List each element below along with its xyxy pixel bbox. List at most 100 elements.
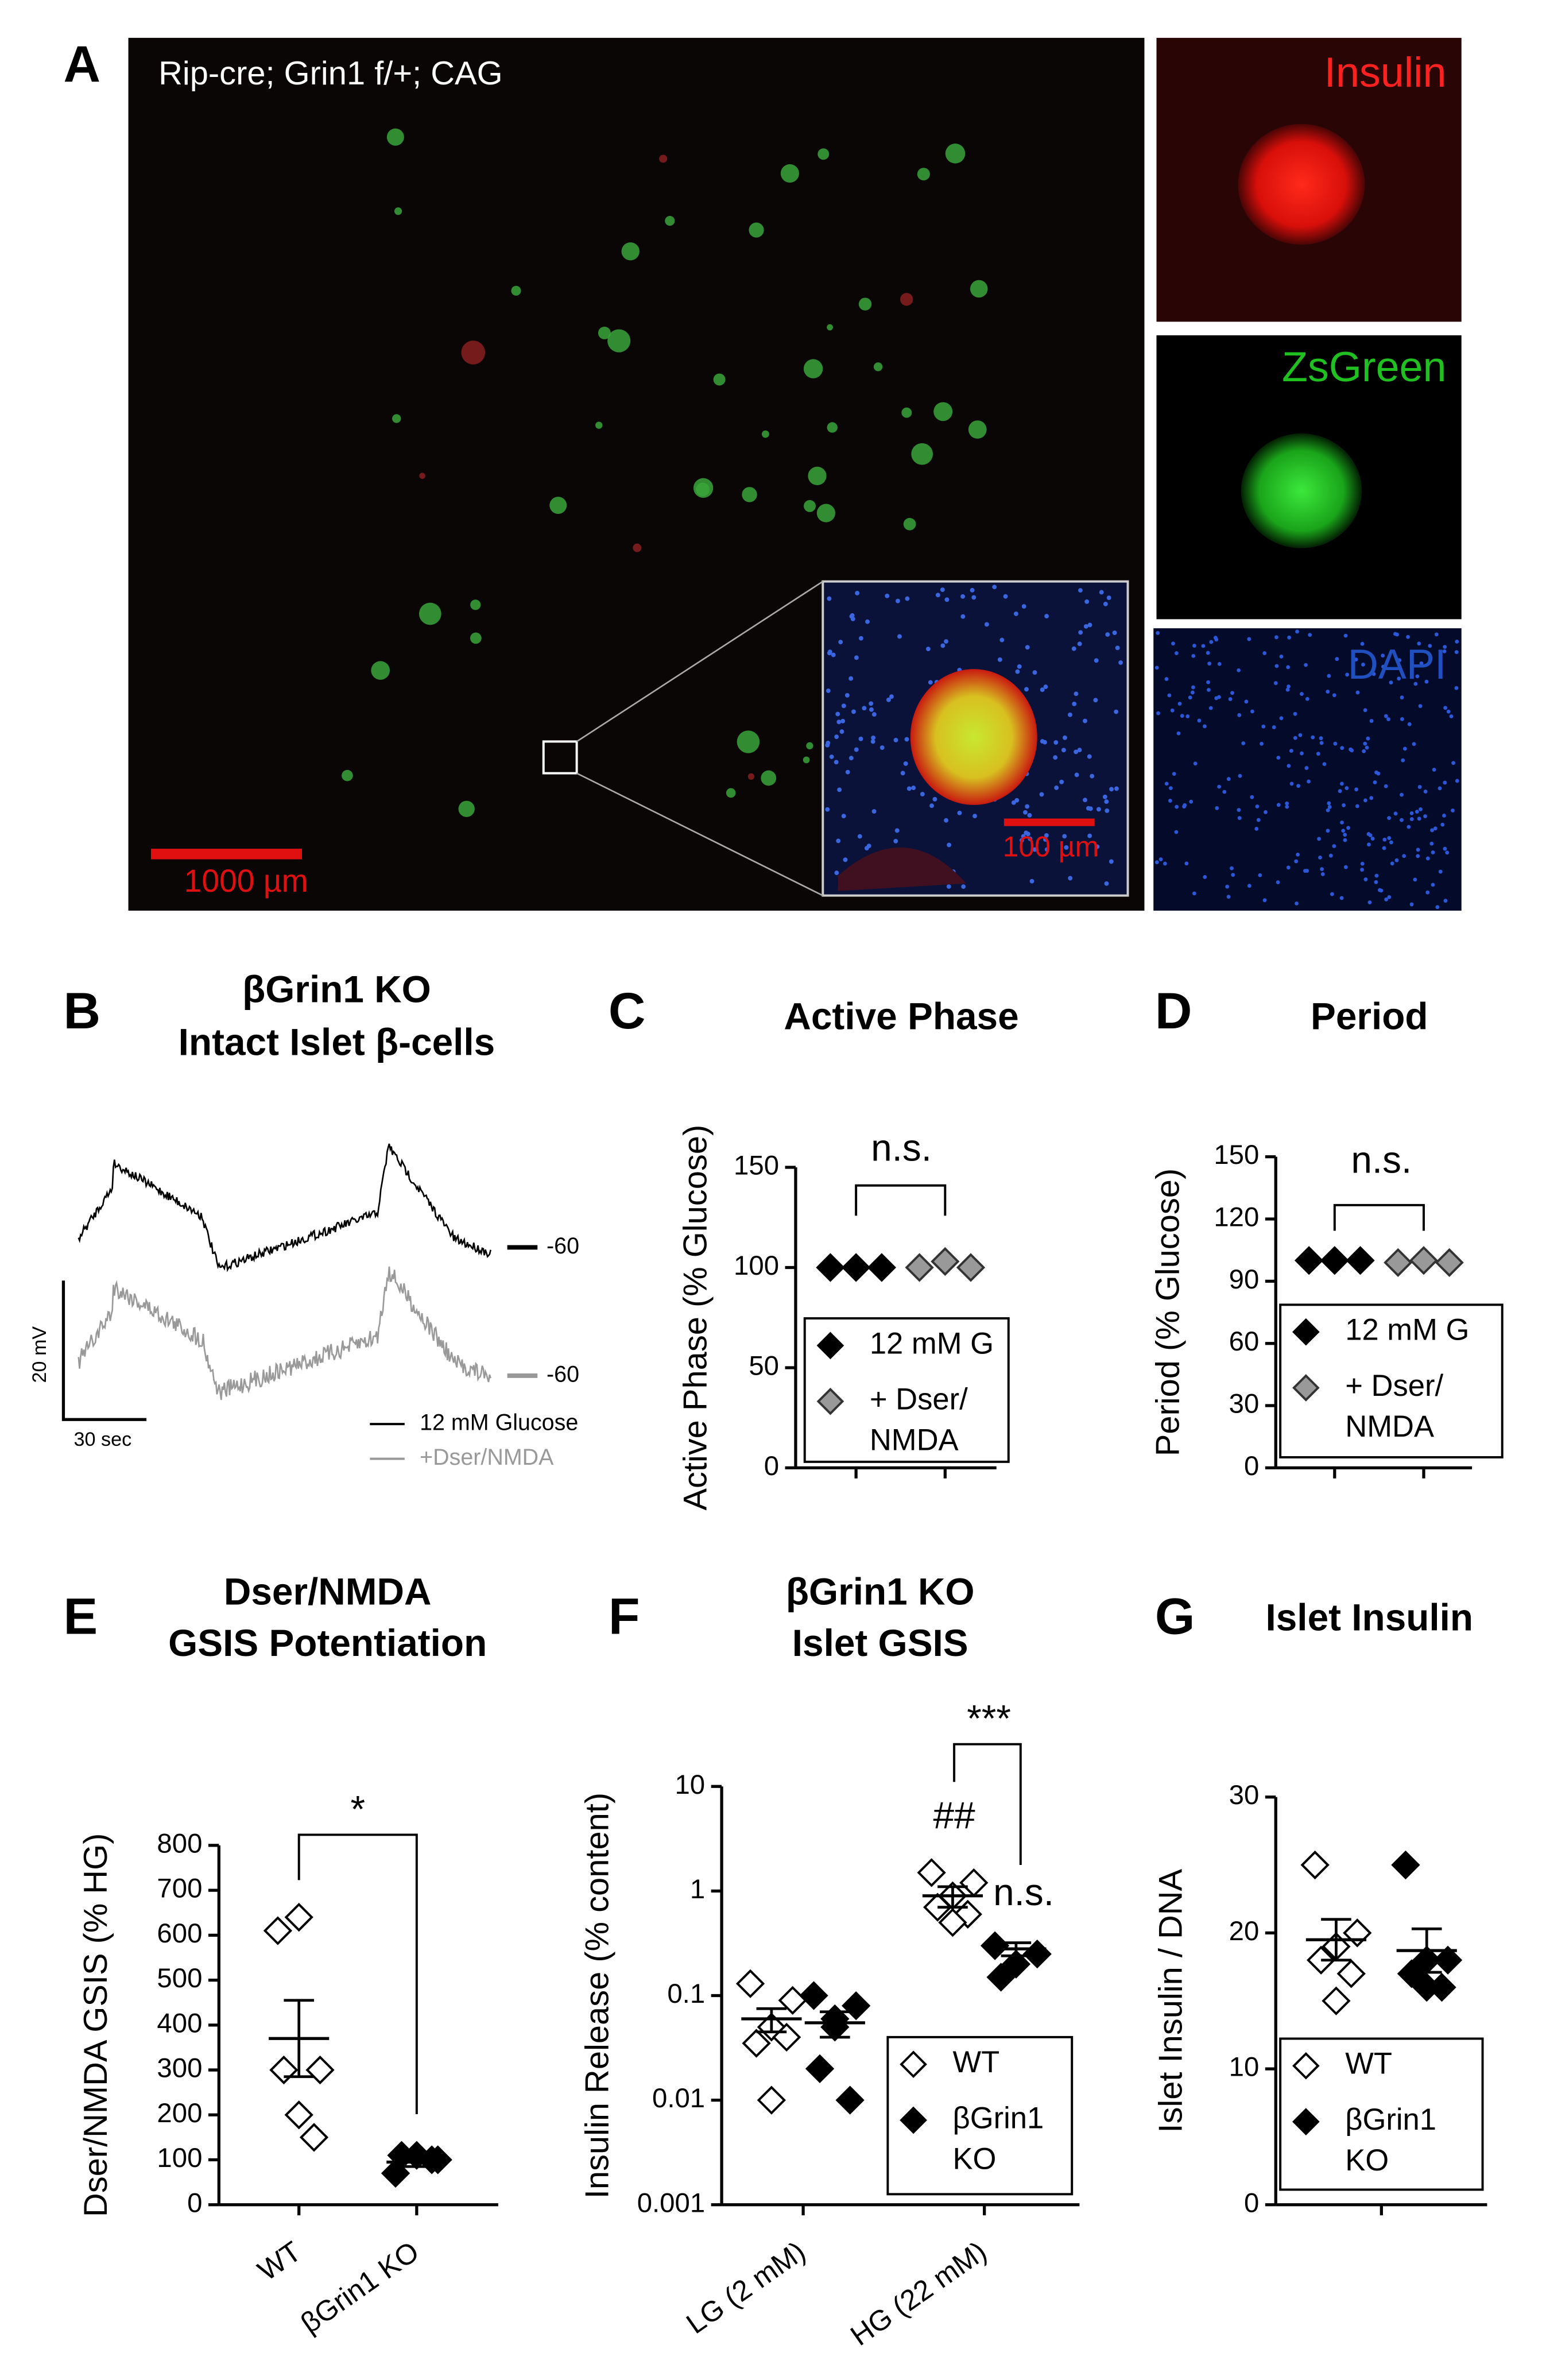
nucleus (1369, 719, 1374, 723)
nucleus (1326, 690, 1330, 694)
data-point (284, 1902, 313, 1932)
nucleus (1400, 695, 1404, 700)
islet (900, 293, 913, 306)
nucleus (1258, 873, 1262, 877)
nucleus (826, 688, 831, 693)
nucleus (1417, 785, 1422, 790)
legend-marker (900, 2050, 927, 2079)
x-tick-label: HG (22 mM) (844, 2235, 992, 2352)
nucleus (1416, 854, 1420, 858)
y-tick-label: 150 (734, 1151, 779, 1181)
nucleus (1332, 693, 1336, 698)
nucleus (1044, 847, 1049, 852)
nucleus (827, 596, 832, 601)
nucleus (1289, 781, 1294, 786)
nucleus (1237, 816, 1242, 821)
nucleus (1114, 709, 1119, 714)
x-tick-label: WT (252, 2235, 307, 2287)
panel-label: B (63, 982, 100, 1039)
chart-title: Period (1311, 995, 1428, 1038)
data-point (799, 1981, 828, 2010)
nucleus (1192, 644, 1196, 648)
error-bar (284, 1999, 315, 2079)
y-tick-label: 0 (1244, 2188, 1259, 2218)
nucleus (841, 814, 846, 819)
data-point (1433, 1945, 1463, 1975)
data-point (938, 1908, 967, 1937)
nucleus (1078, 588, 1083, 593)
nucleus (1087, 754, 1092, 759)
legend-label: + Dser/NMDA (1345, 1369, 1443, 1444)
nucleus (925, 647, 931, 652)
nucleus (843, 857, 848, 862)
nucleus (1188, 695, 1192, 700)
nucleus (1430, 828, 1434, 833)
islet (737, 730, 760, 753)
nucleus (1226, 777, 1231, 781)
data-point (816, 1253, 845, 1282)
islet (804, 500, 816, 512)
islet (911, 443, 933, 465)
nucleus (1105, 808, 1110, 813)
scale-label: 20 mV (29, 1326, 51, 1383)
nucleus (1287, 764, 1291, 768)
data-point (1336, 1959, 1366, 1988)
islet (827, 422, 838, 433)
nucleus (827, 649, 832, 655)
y-axis-label: Insulin Release (% content) (579, 1793, 615, 2199)
data-point (284, 2100, 313, 2130)
nucleus (1346, 826, 1351, 830)
nucleus (1443, 780, 1447, 785)
islet (945, 144, 966, 164)
nucleus (1319, 736, 1323, 741)
islet (970, 280, 988, 298)
nucleus (1044, 614, 1049, 619)
data-point (269, 2055, 299, 2085)
nucleus (1013, 612, 1018, 616)
nucleus (1386, 717, 1390, 722)
nucleus (1438, 869, 1443, 874)
nucleus (1287, 635, 1292, 640)
nucleus (1443, 899, 1448, 903)
nucleus (1214, 696, 1219, 701)
nucleus (1433, 826, 1437, 831)
nucleus (1445, 850, 1450, 855)
islet (742, 487, 757, 502)
legend-label: +Dser/NMDA (420, 1445, 554, 1470)
nucleus (911, 785, 916, 791)
nucleus (1367, 842, 1371, 847)
nucleus (920, 792, 925, 796)
nucleus (1397, 658, 1402, 663)
nucleus (1320, 867, 1324, 872)
islet (665, 216, 675, 226)
nucleus (1451, 761, 1456, 765)
traces (78, 1143, 491, 1400)
islet (394, 207, 402, 215)
nucleus (1340, 781, 1344, 786)
islet (817, 148, 830, 160)
bracket (855, 1184, 947, 1216)
nucleus (999, 637, 1005, 643)
nucleus (1207, 661, 1212, 666)
nucleus (1164, 677, 1169, 681)
islet (761, 770, 777, 786)
panel-label: E (63, 1588, 98, 1645)
scale-bar (150, 849, 302, 860)
nucleus (1317, 837, 1321, 841)
nucleus (1442, 814, 1446, 818)
nucleus (1163, 861, 1167, 866)
nucleus (894, 828, 900, 833)
nucleus (1025, 804, 1030, 809)
y-tick-label: 0 (187, 2188, 202, 2218)
nucleus (1387, 836, 1392, 840)
data-point (1412, 1972, 1442, 2002)
nucleus (857, 834, 862, 839)
nucleus (1043, 837, 1048, 842)
nucleus (893, 838, 898, 843)
nucleus (1114, 786, 1119, 791)
nucleus (1424, 679, 1429, 684)
nucleus (1384, 897, 1389, 901)
chart-title: Islet Insulin (1265, 1596, 1473, 1638)
nucleus (1451, 808, 1455, 812)
islet (392, 414, 401, 423)
